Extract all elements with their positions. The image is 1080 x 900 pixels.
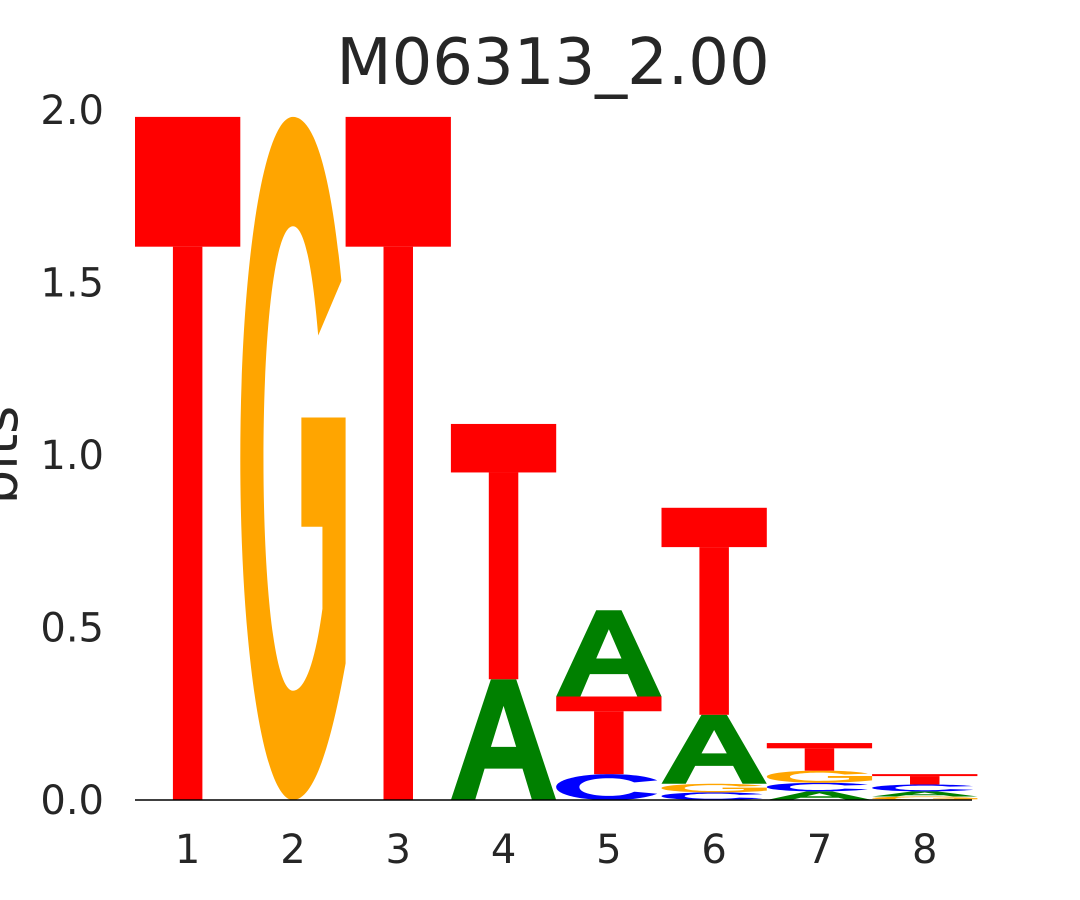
logo-letter-G-pos-2: [240, 116, 346, 800]
y-tick-label: 1.0: [40, 433, 104, 479]
y-axis: 0.0 0.5 1.0 1.5 2.0: [40, 88, 104, 824]
logo-letter-G-pos-6: [661, 783, 767, 793]
x-tick-label: 5: [596, 827, 621, 873]
y-tick-label: 1.5: [40, 261, 104, 307]
logo-letter-T-pos-8: [872, 774, 978, 785]
y-tick-label: 0.0: [40, 778, 104, 824]
logo-letter-T-pos-4: [450, 423, 557, 680]
logo-letter-A-pos-8: [872, 791, 978, 797]
logo-letter-A-pos-7: [766, 791, 873, 800]
y-axis-label: bits: [0, 406, 30, 505]
logo-letter-A-pos-4: [450, 679, 557, 800]
logo-letter-T-pos-1: [135, 116, 241, 801]
x-tick-label: 1: [175, 827, 200, 873]
x-tick-label: 8: [912, 827, 937, 873]
logo-letter-T-pos-6: [661, 507, 767, 715]
logo-letter-T-pos-3: [345, 116, 451, 801]
logo-letter-G-pos-8: [872, 796, 978, 800]
chart-title: M06313_2.00: [336, 26, 769, 100]
logo-letter-C-pos-7: [766, 782, 868, 792]
logo-letter-T-pos-7: [766, 743, 873, 771]
x-axis: 1 2 3 4 5 6 7 8: [175, 827, 938, 873]
logo-letter-C-pos-6: [661, 792, 763, 800]
logo-letter-C-pos-8: [872, 784, 974, 792]
x-tick-label: 7: [807, 827, 832, 873]
logo-letter-G-pos-7: [766, 770, 873, 783]
logo-letter-A-pos-5: [556, 610, 662, 697]
logo-letters: [135, 116, 978, 801]
y-tick-label: 0.5: [40, 606, 104, 652]
x-tick-label: 3: [386, 827, 411, 873]
logo-letter-C-pos-5: [556, 774, 658, 800]
x-tick-label: 4: [491, 827, 516, 873]
x-tick-label: 6: [701, 827, 726, 873]
y-tick-label: 2.0: [40, 88, 104, 134]
x-tick-label: 2: [280, 827, 305, 873]
logo-letter-A-pos-6: [661, 714, 767, 784]
logo-letter-T-pos-5: [556, 696, 662, 775]
